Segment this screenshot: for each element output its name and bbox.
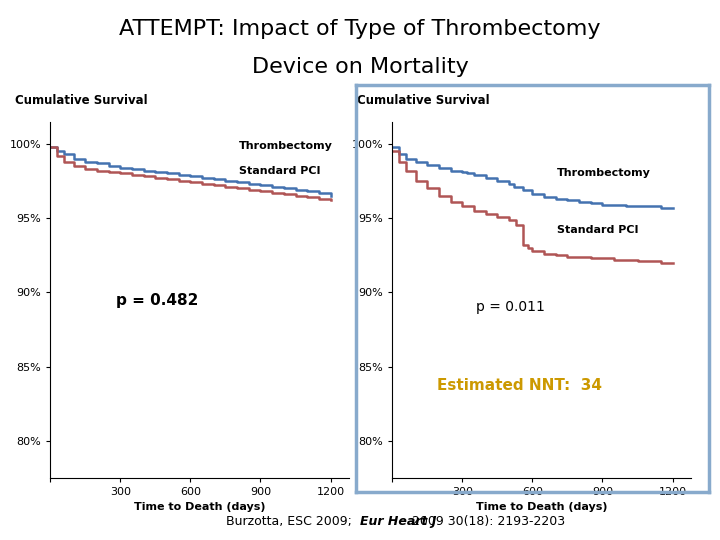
X-axis label: Time to Death (days): Time to Death (days) — [134, 503, 266, 512]
Text: Device on Mortality: Device on Mortality — [251, 57, 469, 77]
Text: p = 0.482: p = 0.482 — [116, 293, 199, 308]
Text: Cumulative Survival: Cumulative Survival — [14, 94, 147, 107]
Text: MANUAL ASPIRATION TRIALS: MANUAL ASPIRATION TRIALS — [441, 92, 621, 102]
Text: Thrombectomy: Thrombectomy — [238, 141, 333, 151]
Text: Standard PCI: Standard PCI — [238, 166, 320, 176]
Text: 2009 30(18): 2193-2203: 2009 30(18): 2193-2203 — [360, 515, 565, 528]
X-axis label: Time to Death (days): Time to Death (days) — [476, 503, 608, 512]
Text: Thrombectomy: Thrombectomy — [557, 168, 651, 178]
Text: Standard PCI: Standard PCI — [557, 225, 638, 235]
Text: NON-MANUAL THROMBECTOMY TRIALS: NON-MANUAL THROMBECTOMY TRIALS — [67, 92, 311, 102]
Text: Estimated NNT:  34: Estimated NNT: 34 — [437, 378, 602, 393]
Text: p = 0.011: p = 0.011 — [476, 300, 545, 314]
Text: Cumulative Survival: Cumulative Survival — [356, 94, 489, 107]
Text: Burzotta, ESC 2009;: Burzotta, ESC 2009; — [226, 515, 360, 528]
Text: ATTEMPT: Impact of Type of Thrombectomy: ATTEMPT: Impact of Type of Thrombectomy — [120, 19, 600, 39]
Text: Eur Heart J: Eur Heart J — [360, 515, 436, 528]
